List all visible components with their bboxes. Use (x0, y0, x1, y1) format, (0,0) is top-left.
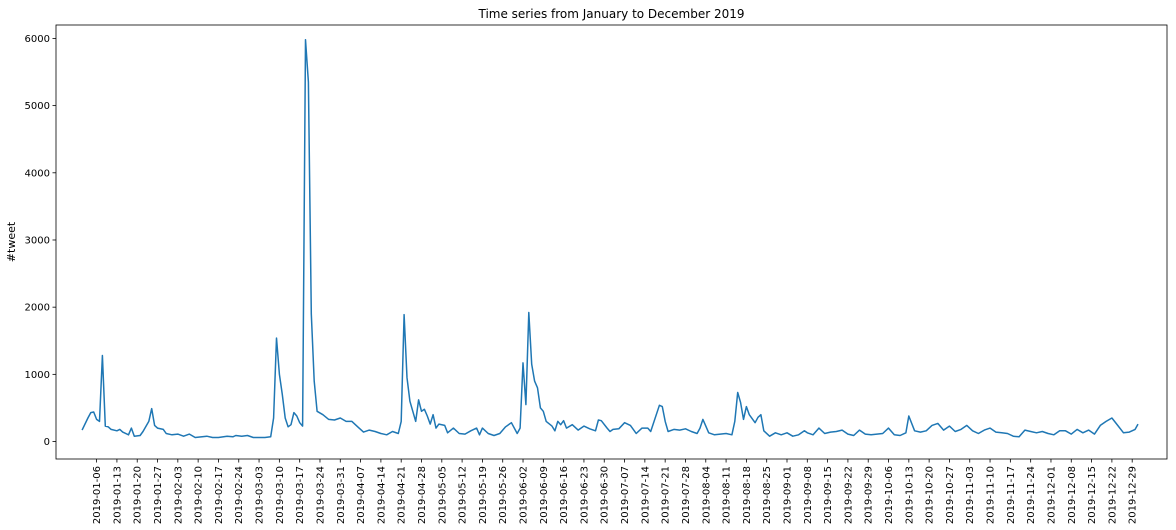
x-tick-label: 2019-06-30 (600, 466, 611, 524)
y-tick-label: 4000 (25, 168, 50, 179)
x-tick-label: 2019-09-01 (782, 466, 793, 524)
x-tick-label: 2019-03-17 (295, 466, 306, 524)
x-tick-label: 2019-05-12 (458, 466, 469, 524)
x-tick-label: 2019-06-16 (559, 466, 570, 524)
y-tick-label: 2000 (25, 303, 50, 314)
x-tick-label: 2019-04-28 (417, 466, 428, 524)
x-tick-label: 2019-09-29 (864, 466, 875, 524)
x-tick-label: 2019-02-24 (234, 466, 245, 524)
x-tick-label: 2019-10-06 (884, 466, 895, 524)
x-tick-label: 2019-04-21 (397, 466, 408, 524)
y-tick-label: 1000 (25, 370, 50, 381)
x-tick-label: 2019-06-23 (579, 466, 590, 524)
x-tick-label: 2019-01-20 (133, 466, 144, 524)
x-tick-label: 2019-12-08 (1067, 466, 1078, 524)
x-tick-label: 2019-11-17 (1006, 466, 1017, 524)
x-tick-label: 2019-11-03 (965, 466, 976, 524)
x-tick-label: 2019-05-19 (478, 466, 489, 524)
x-tick-label: 2019-08-04 (701, 466, 712, 524)
x-tick-label: 2019-12-29 (1128, 466, 1139, 524)
x-tick-label: 2019-03-31 (336, 466, 347, 524)
x-tick-label: 2019-07-07 (620, 466, 631, 524)
x-tick-label: 2019-06-09 (539, 466, 550, 524)
x-tick-label: 2019-07-14 (640, 466, 651, 524)
y-axis-label: #tweet (5, 221, 18, 262)
chart-title: Time series from January to December 201… (477, 7, 744, 21)
x-tick-label: 2019-01-27 (153, 466, 164, 524)
x-tick-label: 2019-09-15 (823, 466, 834, 524)
plot-frame (55, 24, 1168, 460)
x-tick-label: 2019-09-22 (843, 466, 854, 524)
x-tick-label: 2019-08-18 (742, 466, 753, 524)
y-tick-label: 0 (44, 437, 50, 448)
x-tick-label: 2019-03-03 (255, 466, 266, 524)
x-tick-label: 2019-08-11 (722, 466, 733, 524)
x-tick-label: 2019-10-20 (925, 466, 936, 524)
x-tick-label: 2019-04-14 (376, 466, 387, 524)
x-tick-label: 2019-07-21 (661, 466, 672, 524)
x-tick-label: 2019-03-10 (275, 466, 286, 524)
x-tick-label: 2019-04-07 (356, 466, 367, 524)
x-tick-label: 2019-12-15 (1087, 466, 1098, 524)
x-tick-label: 2019-07-28 (681, 466, 692, 524)
x-tick-label: 2019-05-26 (498, 466, 509, 524)
x-tick-label: 2019-02-10 (194, 466, 205, 524)
x-tick-label: 2019-12-01 (1046, 466, 1057, 524)
x-tick-label: 2019-10-13 (904, 466, 915, 524)
x-tick-label: 2019-05-05 (437, 466, 448, 524)
x-tick-label: 2019-08-25 (762, 466, 773, 524)
x-tick-label: 2019-06-02 (519, 466, 530, 524)
y-tick-label: 5000 (25, 101, 50, 112)
x-tick-label: 2019-09-08 (803, 466, 814, 524)
x-tick-label: 2019-01-06 (92, 466, 103, 524)
x-tick-label: 2019-11-10 (986, 466, 997, 524)
x-tick-label: 2019-01-13 (112, 466, 123, 524)
y-tick-label: 6000 (25, 34, 50, 45)
series-line (81, 39, 1139, 439)
x-tick-label: 2019-02-03 (173, 466, 184, 524)
x-tick-label: 2019-03-24 (315, 466, 326, 524)
x-tick-label: 2019-11-24 (1026, 466, 1037, 524)
y-tick-label: 3000 (25, 235, 50, 246)
x-tick-label: 2019-12-22 (1107, 466, 1118, 524)
x-tick-label: 2019-02-17 (214, 466, 225, 524)
x-tick-label: 2019-10-27 (945, 466, 956, 524)
x-axis: 2019-01-06 2019-01-13 2019-01-20 2019-01-27… (92, 459, 1139, 524)
y-axis: 0 1000 2000 3000 4000 5000 6000 (25, 34, 56, 448)
